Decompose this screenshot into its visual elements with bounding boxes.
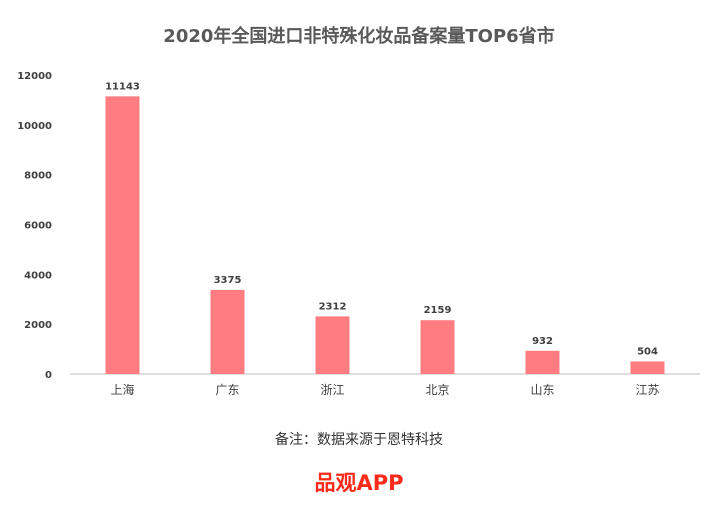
y-tick-label: 8000 — [24, 171, 52, 182]
bar-北京 — [420, 320, 455, 374]
data-label: 932 — [532, 336, 553, 347]
y-tick-label: 6000 — [24, 221, 52, 232]
x-tick-label: 浙江 — [320, 383, 344, 397]
bar-上海 — [105, 96, 140, 375]
y-tick-label: 10000 — [17, 121, 52, 132]
x-tick-label: 山东 — [530, 383, 554, 397]
chart-title: 2020年全国进口非特殊化妆品备案量TOP6省市 — [163, 26, 555, 47]
y-tick-label: 2000 — [24, 320, 52, 331]
data-label: 3375 — [214, 275, 242, 286]
bar-广东 — [210, 289, 245, 374]
y-tick-label: 0 — [45, 370, 52, 381]
brand-watermark: 品观APP — [314, 471, 404, 495]
x-tick-label: 上海 — [110, 382, 134, 397]
data-source-note: 备注：数据来源于恩特科技 — [275, 432, 443, 448]
data-label: 11143 — [105, 81, 140, 92]
data-label: 504 — [637, 346, 658, 357]
x-tick-label: 北京 — [425, 383, 449, 397]
bar-浙江 — [315, 316, 350, 374]
data-label: 2159 — [424, 305, 452, 316]
x-tick-label: 广东 — [215, 383, 239, 397]
bar-山东 — [525, 350, 560, 374]
data-label: 2312 — [319, 301, 347, 312]
y-tick-label: 4000 — [24, 270, 52, 281]
bar-江苏 — [630, 361, 665, 374]
x-tick-label: 江苏 — [635, 383, 659, 397]
y-tick-label: 12000 — [17, 71, 52, 82]
